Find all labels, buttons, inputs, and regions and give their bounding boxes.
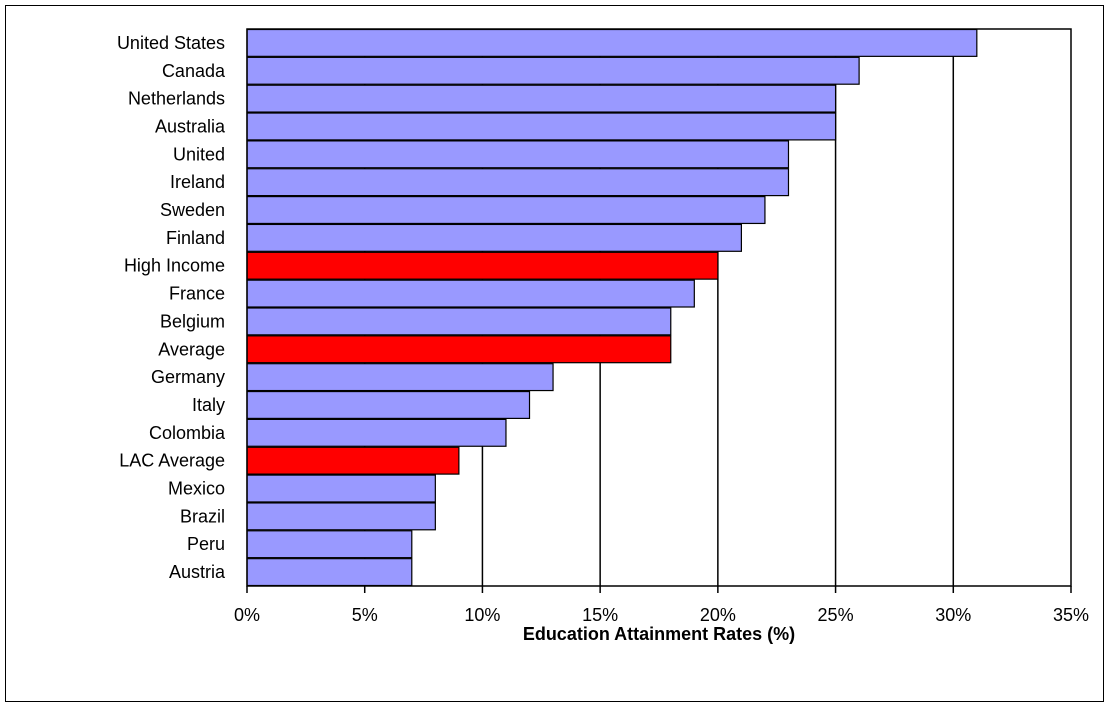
bar-average [246, 335, 672, 364]
bar-united [246, 140, 790, 169]
x-axis-title: Education Attainment Rates (%) [523, 624, 795, 644]
category-label: Austria [169, 562, 226, 582]
category-label: Colombia [149, 423, 226, 443]
bar-canada [246, 56, 860, 85]
x-tick-label: 10% [464, 605, 500, 625]
category-label: Ireland [170, 172, 225, 192]
category-label: Australia [155, 116, 226, 136]
bar-united-states [246, 28, 978, 57]
bar-italy [246, 390, 531, 419]
x-tick-label: 30% [935, 605, 971, 625]
category-label: Italy [192, 395, 225, 415]
bar-australia [246, 112, 837, 141]
x-tick-label: 35% [1053, 605, 1089, 625]
category-label: LAC Average [119, 451, 225, 471]
bar-lac-average [246, 446, 460, 475]
bar-high-income [246, 251, 719, 280]
category-label: Finland [166, 228, 225, 248]
x-tick-labels: 0% 5% 10% 15% 20% 25% 30% 35% [234, 586, 1089, 625]
category-label: Average [158, 339, 225, 359]
plot-area-border [246, 28, 1072, 587]
x-tick-label: 25% [818, 605, 854, 625]
x-tick-label: 15% [582, 605, 618, 625]
bar-germany [246, 363, 554, 392]
plot-border-group [246, 28, 1072, 587]
bar-sweden [246, 196, 766, 225]
category-label: Canada [162, 61, 226, 81]
category-label: United States [117, 33, 225, 53]
bar-finland [246, 223, 742, 252]
bar-brazil [246, 502, 436, 531]
bar-peru [246, 530, 413, 559]
category-label: High Income [124, 256, 225, 276]
category-label: France [169, 284, 225, 304]
bar-mexico [246, 474, 436, 503]
bars [246, 28, 978, 587]
x-tick-label: 5% [352, 605, 378, 625]
x-tick-label: 20% [700, 605, 736, 625]
category-label: Belgium [160, 311, 225, 331]
bar-colombia [246, 418, 507, 447]
category-label: Netherlands [128, 89, 225, 109]
category-label: Germany [151, 367, 225, 387]
category-label: United [173, 144, 225, 164]
category-labels: United States Canada Netherlands Australia U… [117, 33, 226, 582]
bar-austria [246, 558, 413, 587]
bar-belgium [246, 307, 672, 336]
category-label: Sweden [160, 200, 225, 220]
category-label: Peru [187, 534, 225, 554]
bar-ireland [246, 168, 790, 197]
category-label: Brazil [180, 506, 225, 526]
bar-netherlands [246, 84, 837, 113]
category-label: Mexico [168, 479, 225, 499]
x-tick-label: 0% [234, 605, 260, 625]
bar-france [246, 279, 695, 308]
